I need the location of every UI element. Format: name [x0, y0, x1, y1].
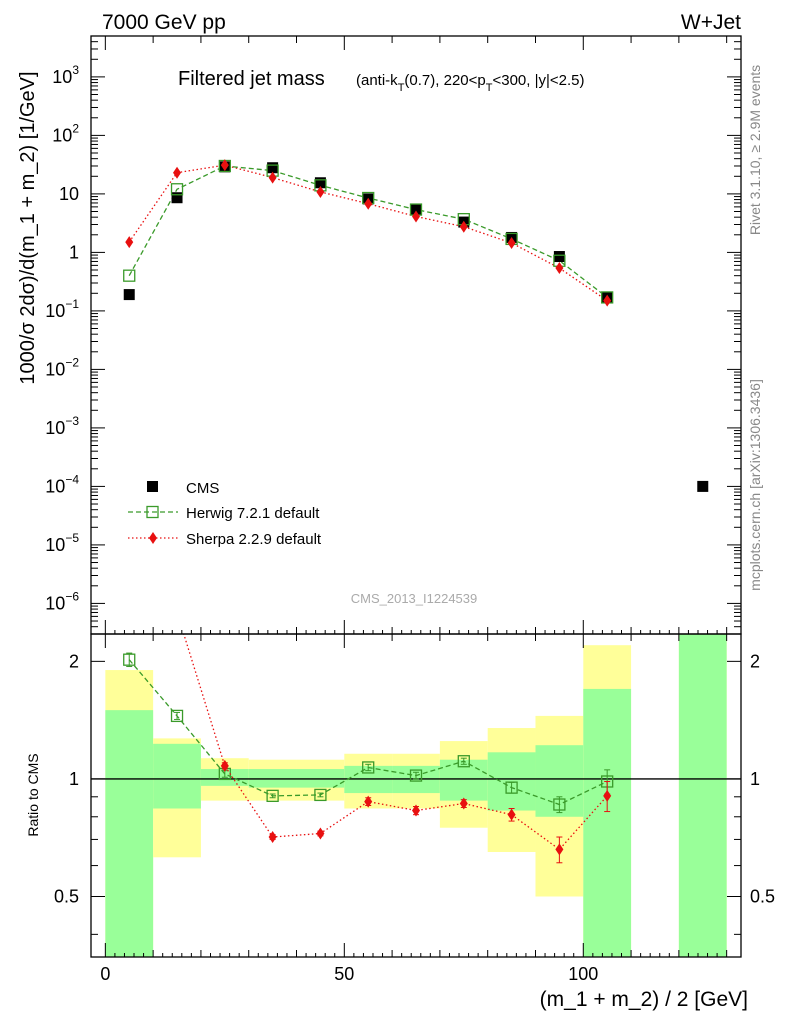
ratio-band-green-10 [583, 688, 632, 957]
cms-point-9 [553, 251, 565, 263]
sherpa-point-4 [316, 185, 325, 198]
main-ytick-label-6: 1 [69, 242, 79, 262]
main-ytick-label-0: 10−6 [45, 589, 79, 613]
header-process-label: W+Jet [681, 11, 741, 34]
legend-herwig-marker [146, 505, 159, 519]
cms-point-1 [171, 192, 183, 204]
legend-sherpa-label: Sherpa 2.2.9 default [186, 531, 322, 548]
herwig-ratio-point-3 [266, 789, 279, 803]
ratio-series [123, 634, 614, 864]
herwig-ratio-point-8 [505, 781, 518, 794]
chart-title: Filtered jet mass [178, 68, 325, 90]
sherpa-point-6 [412, 210, 420, 223]
ratio-panel-frame [90, 633, 742, 958]
sherpa-point-5 [364, 197, 373, 210]
ratio-ytick-label-right-2: 2 [750, 651, 760, 671]
herwig-ratio-point-1 [170, 709, 184, 723]
main-ytick-label-3: 10−3 [45, 414, 79, 438]
sherpa-ratio-point-4 [316, 827, 325, 840]
chart-subtitle: (anti-kT(0.7), 220<pT<300, |y|<2.5) [356, 72, 585, 94]
rivet-version-label: Rivet 3.1.10, ≥ 2.9M events [747, 65, 763, 235]
cms-point-11 [697, 480, 709, 492]
analysis-watermark: CMS_2013_I1224539 [351, 591, 478, 606]
ratio-band-green-1 [153, 743, 201, 809]
main-y-axis-label: 1000/σ 2dσ)/d(m_1 + m_2) [1/GeV] [17, 71, 39, 384]
herwig-point-1 [170, 183, 184, 196]
sherpa-point-10 [603, 294, 612, 307]
legend-cms-label: CMS [186, 480, 219, 497]
main-plot-background [91, 36, 741, 634]
ratio-ytick-label-right-0: 0.5 [750, 887, 775, 907]
legend-herwig-label: Herwig 7.2.1 default [186, 505, 320, 522]
main-ytick-label-7: 10 [59, 184, 79, 204]
main-series [123, 159, 709, 492]
ratio-band-green-8 [487, 752, 536, 811]
sherpa-ratio-point-3 [268, 831, 277, 844]
sherpa-ratio-point-7 [459, 797, 468, 810]
herwig-ratio-point-7 [457, 755, 470, 768]
main-panel-area [91, 36, 741, 634]
legend-cms-marker [147, 481, 158, 492]
herwig-point-0 [123, 269, 136, 282]
sherpa-point-1 [173, 166, 182, 179]
main-ytick-label-2: 10−4 [45, 472, 79, 496]
sherpa-ratio-point-8 [507, 808, 516, 821]
ratio-y-axis-label: Ratio to CMS [25, 753, 41, 836]
sherpa-ratio-point-5 [364, 795, 373, 808]
sherpa-point-0 [125, 236, 134, 249]
sherpa-point-2 [220, 159, 229, 172]
sherpa-ratio-point-9 [555, 843, 564, 856]
sherpa-ratio-point-2 [220, 759, 229, 772]
main-ytick-label-9: 103 [52, 63, 79, 87]
sherpa-point-7 [459, 220, 468, 233]
sherpa-point-8 [507, 236, 516, 249]
cms-point-4 [314, 177, 326, 189]
main-ytick-label-8: 102 [52, 121, 79, 145]
ratio-ytick-label-left-2: 2 [69, 651, 79, 671]
ratio-band-green-11 [678, 634, 727, 957]
main-ytick-label-1: 10−5 [45, 531, 79, 555]
sherpa-ratio-point-10 [603, 789, 612, 802]
cms-point-3 [267, 162, 279, 174]
ratio-xtick-label-2: 100 [568, 964, 598, 984]
main-ytick-label-5: 10−1 [45, 297, 79, 321]
sherpa-point-3 [268, 171, 277, 184]
legend: CMS Herwig 7.2.1 default Sherpa 2.2.9 de… [128, 480, 322, 548]
header-energy-label: 7000 GeV pp [102, 11, 226, 34]
herwig-ratio-point-0 [123, 653, 136, 666]
cms-point-6 [410, 204, 422, 216]
sherpa-ratio-point-6 [412, 804, 420, 817]
herwig-ratio-point-4 [314, 788, 327, 802]
axis-ticks: 10−6 10−5 10−4 10−3 10−2 10−1 1 10 102 103 0 50 100 0… [45, 35, 775, 984]
ratio-ytick-label-left-0: 0.5 [54, 887, 79, 907]
ratio-band-green-0 [105, 710, 154, 957]
cms-point-0 [123, 289, 135, 301]
legend-sherpa-marker [149, 532, 157, 544]
plot-frames [90, 35, 742, 958]
ratio-xtick-label-1: 50 [334, 964, 354, 984]
sherpa-ratio-line [183, 634, 608, 851]
main-ytick-label-4: 10−2 [45, 355, 79, 379]
ratio-uncertainty-bands [91, 634, 741, 957]
herwig-ratio-point-9 [553, 798, 566, 811]
herwig-ratio-point-6 [409, 769, 423, 782]
herwig-ratio-point-5 [362, 761, 375, 774]
ratio-xtick-label-0: 0 [100, 964, 110, 984]
mcplots-reference-label: mcplots.cern.ch [arXiv:1306.3436] [747, 379, 763, 591]
ratio-ytick-label-right-1: 1 [750, 769, 760, 789]
sherpa-point-9 [555, 262, 564, 275]
ratio-ytick-label-left-1: 1 [69, 769, 79, 789]
x-axis-label: (m_1 + m_2) / 2 [GeV] [540, 988, 748, 1011]
